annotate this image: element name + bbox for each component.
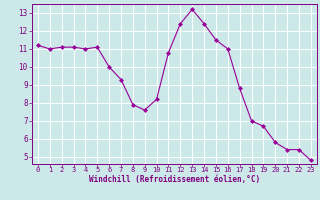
X-axis label: Windchill (Refroidissement éolien,°C): Windchill (Refroidissement éolien,°C) — [89, 175, 260, 184]
